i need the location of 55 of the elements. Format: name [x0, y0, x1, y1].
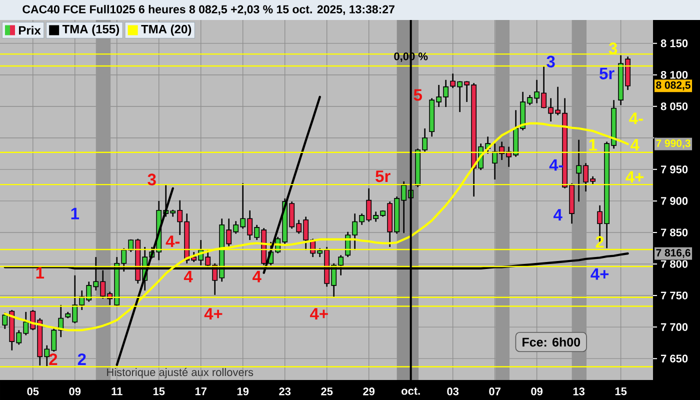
y-tick-label: 8 050	[660, 102, 688, 110]
x-tick-label: 19	[237, 388, 249, 396]
x-tick-label: 25	[321, 388, 333, 396]
legend-label: TMA (20)	[141, 24, 192, 36]
y-tick-label: 8 150	[660, 39, 688, 48]
annotation: 4-	[629, 112, 643, 124]
annotation: 5	[414, 89, 422, 101]
annotation: Historique ajusté aux rollovers	[107, 368, 254, 378]
x-tick-label: 15	[153, 388, 165, 396]
annotation: 2	[78, 353, 86, 365]
annotation: 2	[49, 353, 58, 365]
annotation: 7 816,6	[656, 249, 690, 258]
y-tick-label: 7 700	[661, 323, 688, 331]
x-tick-label: 05	[27, 388, 39, 396]
x-tick-label: 03	[447, 388, 459, 396]
x-tick-label: 11	[112, 388, 122, 396]
y-tick-label: 8 100	[660, 70, 688, 79]
annotation: 5r	[600, 68, 614, 80]
annotation: 4+	[626, 171, 644, 183]
annotation: 1	[36, 267, 44, 278]
y-tick-label: 7 650	[661, 354, 688, 362]
x-tick-label: 07	[489, 388, 500, 396]
y-tick-label: 7 850	[661, 228, 688, 236]
chart-title: CAC40 FCE Full1025 6 heures 8 082,5 +2,03 % 15 oct. 2025, 13:38:27	[22, 4, 394, 16]
annotation: 4	[630, 139, 640, 151]
legend-label: Prix	[19, 26, 41, 35]
annotation: 5r	[376, 170, 390, 182]
annotation: 4-	[166, 236, 180, 247]
x-tick-label: 29	[363, 388, 375, 396]
annotation: 3	[546, 56, 555, 68]
annotation: 4	[184, 270, 193, 282]
annotation: 4	[252, 270, 262, 282]
annotation: 1	[589, 139, 597, 151]
y-tick-label: 7 900	[661, 197, 688, 205]
x-tick-label: 09	[69, 388, 81, 396]
x-tick-label: 09	[531, 388, 543, 396]
annotation: 7 990,3	[656, 140, 690, 148]
x-tick-label: 13	[573, 388, 585, 396]
y-tick-label: 7 750	[661, 292, 688, 300]
x-tick-label: oct.	[402, 388, 420, 395]
annotation: 4	[553, 209, 562, 220]
annotation: 4+	[590, 268, 609, 280]
annotation: 3	[148, 174, 156, 186]
y-tick-label: 7 800	[661, 260, 688, 268]
annotation: 4+	[310, 308, 328, 320]
annotation: 1	[71, 208, 80, 220]
annotation: 2	[596, 236, 604, 248]
x-tick-label: 15	[615, 388, 627, 396]
x-tick-label: 17	[195, 388, 207, 396]
y-tick-label: 7 950	[661, 166, 688, 174]
annotation: 4+	[204, 308, 222, 320]
legend-label: TMA (155)	[62, 24, 120, 36]
annotation: Fce: 6h00	[522, 337, 580, 347]
x-tick-label: 23	[279, 388, 291, 396]
annotation: 8 082,5	[656, 81, 690, 90]
